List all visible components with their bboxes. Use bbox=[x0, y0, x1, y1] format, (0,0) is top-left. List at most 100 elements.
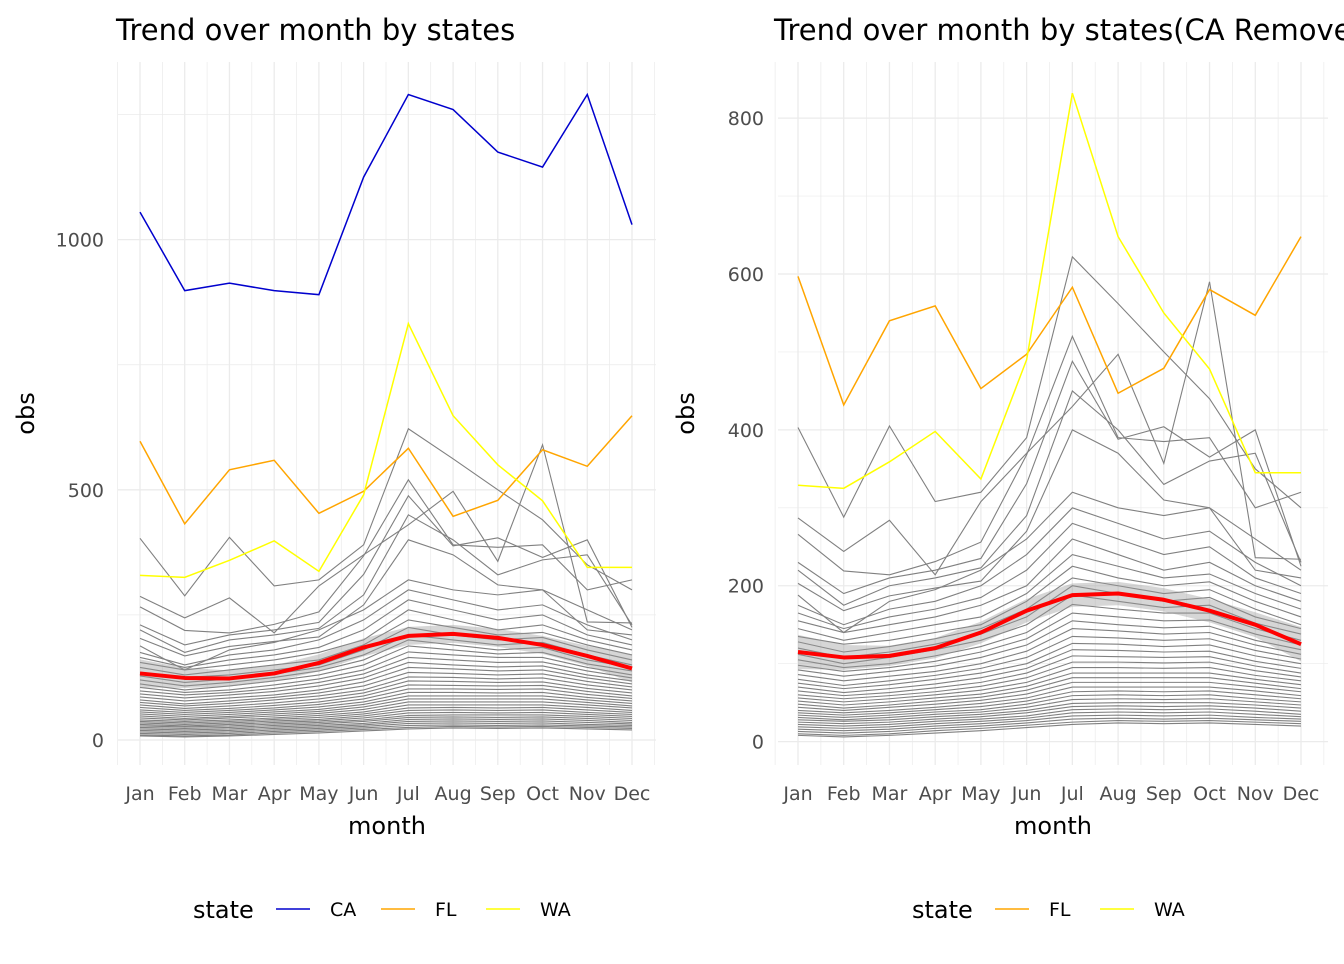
x-tick-label: Feb bbox=[827, 783, 861, 805]
x-tick-label: Nov bbox=[1237, 783, 1274, 805]
state-line bbox=[797, 522, 1302, 630]
state-line bbox=[797, 281, 1302, 576]
state-line bbox=[139, 579, 633, 671]
y-axis-title: obs bbox=[12, 392, 40, 434]
state-line bbox=[139, 589, 633, 666]
state-line bbox=[139, 725, 633, 737]
y-axis-title: obs bbox=[672, 392, 700, 434]
y-tick-label: 500 bbox=[68, 480, 104, 502]
state-line bbox=[797, 649, 1302, 694]
x-tick-label: Apr bbox=[258, 783, 291, 805]
state-line bbox=[139, 691, 633, 716]
state-line bbox=[797, 635, 1302, 687]
state-line bbox=[797, 642, 1302, 690]
state-line bbox=[139, 609, 633, 671]
y-tick-label: 400 bbox=[728, 420, 764, 442]
state-line bbox=[139, 494, 633, 646]
x-tick-label: Jun bbox=[1011, 783, 1042, 805]
state-line bbox=[797, 620, 1302, 677]
state-line bbox=[797, 681, 1302, 711]
state-line bbox=[797, 603, 1302, 669]
legend: state FL WA bbox=[912, 896, 1185, 924]
x-tick-label: Apr bbox=[919, 783, 952, 805]
state-line bbox=[139, 539, 633, 657]
state-line bbox=[139, 727, 633, 738]
state-line bbox=[139, 666, 633, 702]
series-line-fl bbox=[797, 236, 1302, 407]
state-line bbox=[797, 255, 1302, 519]
x-tick-label: Jan bbox=[782, 783, 812, 805]
state-line bbox=[797, 698, 1302, 721]
x-tick-label: Aug bbox=[1100, 783, 1137, 805]
state-line bbox=[139, 714, 633, 728]
state-line bbox=[797, 655, 1302, 697]
x-tick-label: Sep bbox=[480, 783, 516, 805]
state-line bbox=[139, 722, 633, 734]
state-line bbox=[139, 701, 633, 721]
x-tick-label: May bbox=[961, 783, 1000, 805]
x-tick-label: Feb bbox=[168, 783, 202, 805]
x-tick-label: Oct bbox=[526, 783, 559, 805]
y-tick-label: 600 bbox=[728, 264, 764, 286]
series-line-ca bbox=[139, 92, 633, 296]
legend-title: state bbox=[912, 896, 973, 924]
legend-label: FL bbox=[1049, 899, 1071, 921]
legend-label: CA bbox=[330, 899, 356, 921]
x-tick-label: Dec bbox=[1283, 783, 1320, 805]
state-line bbox=[797, 360, 1302, 595]
state-line bbox=[797, 628, 1302, 682]
state-line bbox=[797, 553, 1302, 641]
state-line bbox=[797, 538, 1302, 634]
state-line bbox=[139, 718, 633, 731]
state-line bbox=[139, 645, 633, 691]
state-line bbox=[139, 698, 633, 720]
state-line bbox=[797, 612, 1302, 673]
series-line-fl bbox=[139, 415, 633, 526]
state-line bbox=[139, 661, 633, 699]
state-line bbox=[139, 676, 633, 707]
plot-area bbox=[139, 92, 633, 738]
state-line bbox=[797, 594, 1302, 665]
x-tick-label: Oct bbox=[1193, 783, 1226, 805]
state-line bbox=[797, 694, 1302, 719]
legend-label: WA bbox=[540, 899, 571, 921]
state-line bbox=[139, 442, 633, 634]
state-line bbox=[139, 688, 633, 714]
state-line bbox=[139, 639, 633, 687]
state-line bbox=[139, 716, 633, 730]
smooth-trend-line bbox=[139, 631, 633, 681]
state-line bbox=[139, 651, 633, 694]
y-tick-label: 1000 bbox=[56, 230, 104, 252]
state-line bbox=[797, 491, 1302, 634]
panel-1: 0 500 1000 Jan Feb Mar Apr May Jun Jul Aug Sep Oct No… bbox=[12, 13, 656, 924]
x-tick-label: Mar bbox=[872, 783, 908, 805]
plot-area bbox=[797, 92, 1302, 738]
state-line bbox=[139, 680, 633, 710]
state-line bbox=[139, 720, 633, 733]
state-line bbox=[139, 711, 633, 727]
state-line bbox=[797, 705, 1302, 725]
state-line bbox=[797, 720, 1302, 736]
legend-title: state bbox=[193, 896, 254, 924]
state-line bbox=[139, 427, 633, 597]
state-line bbox=[797, 429, 1302, 612]
state-line bbox=[797, 507, 1302, 626]
x-tick-label: Jul bbox=[396, 783, 420, 805]
x-tick-label: Dec bbox=[614, 783, 651, 805]
y-tick-label: 800 bbox=[728, 108, 764, 130]
legend-label: WA bbox=[1154, 899, 1185, 921]
chart-title: Trend over month by states(CA Removed) bbox=[773, 13, 1344, 47]
series-line-wa bbox=[797, 92, 1301, 490]
state-line bbox=[797, 667, 1302, 703]
panel-2: 0 200 400 600 800 Jan Feb Mar Apr May Jun Jul Aug Sep… bbox=[672, 13, 1344, 924]
smooth-trend-line bbox=[797, 591, 1302, 660]
y-tick-label: 0 bbox=[92, 730, 104, 752]
state-line bbox=[139, 656, 633, 696]
state-line bbox=[797, 714, 1302, 732]
state-line bbox=[139, 478, 633, 634]
state-line bbox=[139, 709, 633, 726]
x-tick-label: May bbox=[299, 783, 338, 805]
state-line bbox=[797, 722, 1302, 738]
